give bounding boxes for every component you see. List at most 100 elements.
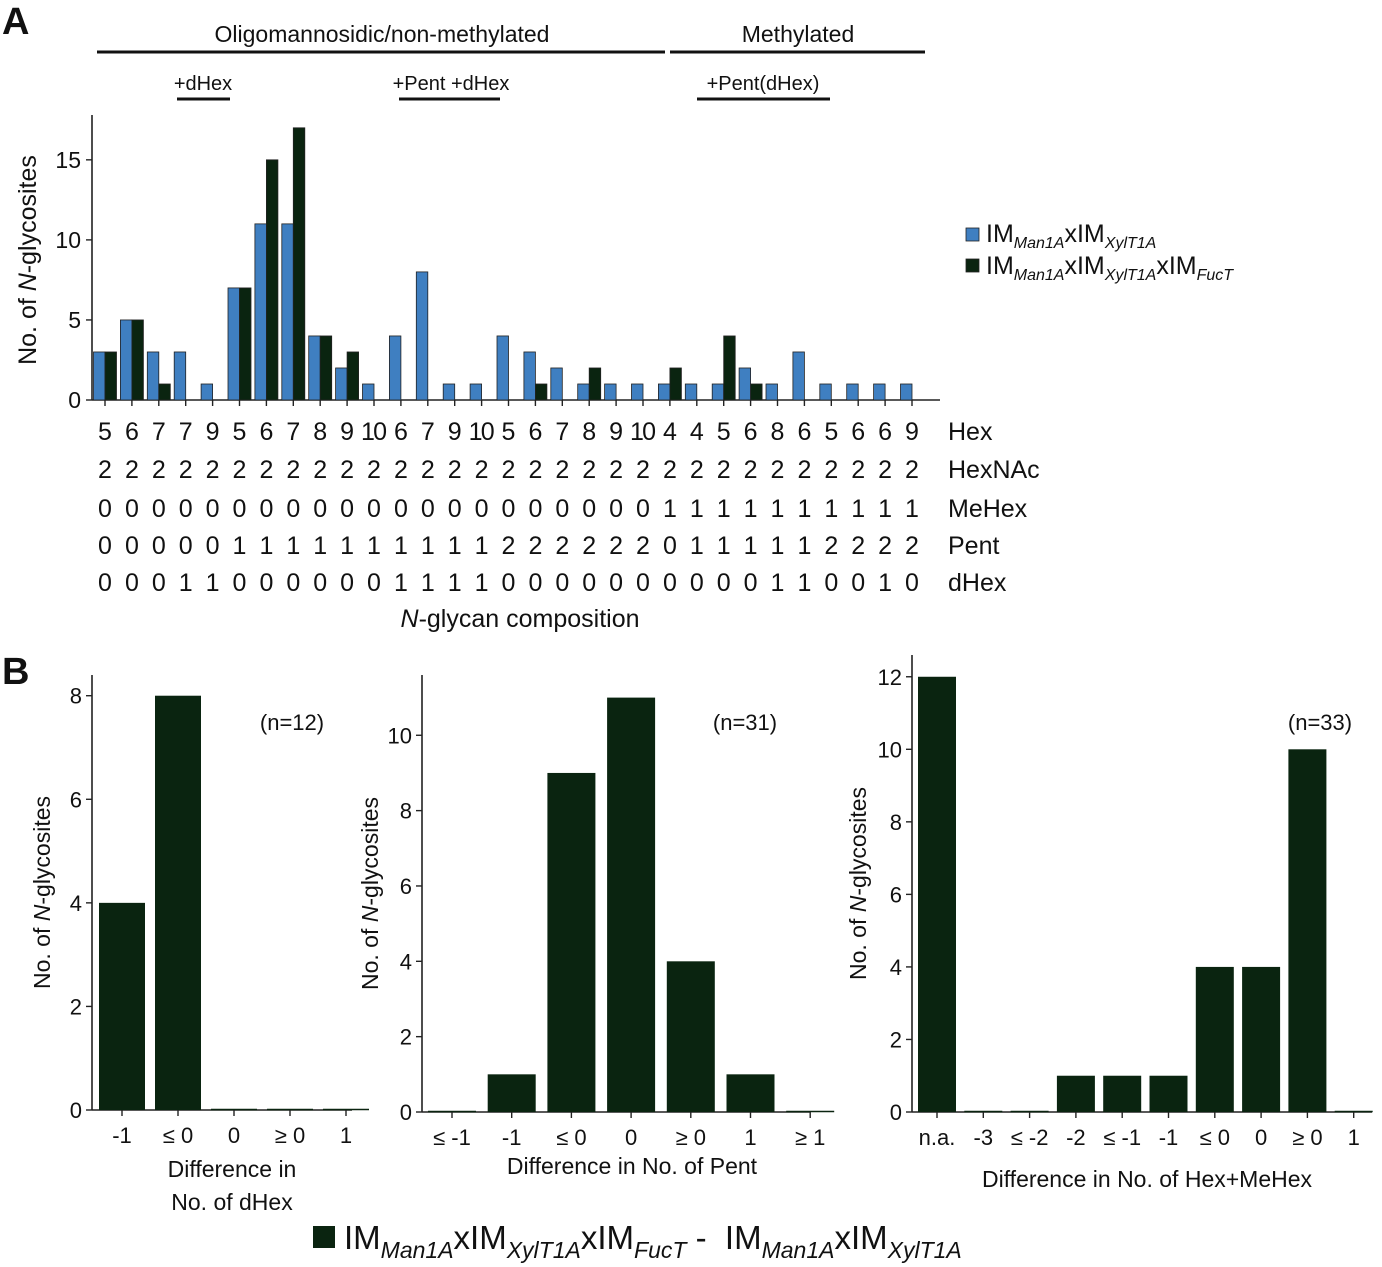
bar-double-mutant: [415, 271, 429, 401]
composition-value: 1: [824, 495, 838, 523]
composition-value: 0: [259, 495, 273, 523]
composition-value: 7: [555, 418, 569, 446]
bar: [99, 902, 145, 1110]
x-tick-label: ≤ 0: [556, 1125, 586, 1150]
composition-value: 1: [771, 532, 785, 560]
bar: [155, 695, 201, 1110]
y-tick-label: 10: [878, 737, 902, 762]
x-tick-label: n.a.: [919, 1125, 956, 1150]
composition-value: 5: [824, 418, 838, 446]
x-tick-label: -2: [1066, 1125, 1086, 1150]
composition-value: 2: [555, 456, 569, 484]
y-tick-label: 0: [68, 387, 81, 413]
x-tick-label: 0: [228, 1123, 240, 1148]
subheader-pent-dhex: +Pent +dHex: [393, 73, 510, 95]
bar: [726, 1074, 775, 1112]
header-group-methylated: Methylated: [742, 21, 855, 47]
composition-value: 1: [690, 495, 704, 523]
bar-double-mutant: [335, 367, 348, 401]
y-tick-label: 6: [400, 874, 412, 899]
composition-value: 0: [502, 569, 516, 597]
legend-swatch-dark: [965, 258, 980, 273]
x-tick-label: 1: [340, 1123, 352, 1148]
composition-value: 2: [340, 456, 354, 484]
bar: [487, 1074, 536, 1112]
composition-value: 1: [448, 569, 462, 597]
composition-value: 1: [394, 569, 408, 597]
y-label-part: No. of: [29, 921, 55, 989]
x-tick-label: ≤ -1: [433, 1125, 471, 1150]
composition-value: 2: [206, 456, 220, 484]
y-label-part: N: [845, 895, 871, 912]
composition-value: 0: [636, 569, 650, 597]
bar-triple-mutant: [239, 287, 252, 401]
composition-value: 0: [98, 569, 112, 597]
composition-value: 1: [744, 495, 758, 523]
bar-double-mutant: [442, 383, 456, 401]
composition-value: 1: [233, 532, 247, 560]
bar-triple-mutant: [319, 335, 333, 401]
bar-double-mutant: [173, 351, 187, 401]
x-tick-label: -1: [1159, 1125, 1179, 1150]
composition-value: 0: [259, 569, 273, 597]
y-label-part: N: [357, 905, 383, 922]
composition-value: 1: [797, 569, 811, 597]
composition-value: 2: [582, 532, 596, 560]
composition-value: 6: [394, 418, 408, 446]
x-tick-label: -1: [502, 1125, 522, 1150]
composition-value: 0: [125, 569, 139, 597]
y-tick-label: 6: [70, 787, 82, 812]
y-tick-label: 10: [55, 227, 81, 253]
bar-double-mutant: [738, 367, 751, 401]
bar-double-mutant: [819, 383, 832, 401]
composition-value: 2: [797, 456, 811, 484]
composition-value: 2: [179, 456, 193, 484]
bar-double-mutant: [684, 383, 698, 401]
composition-value: 8: [771, 418, 785, 446]
row-label-dhex: dHex: [948, 569, 1007, 597]
legend-swatch-blue: [965, 227, 980, 242]
y-tick-label: 2: [890, 1027, 902, 1052]
composition-value: 0: [152, 532, 166, 560]
y-tick-label: 0: [400, 1100, 412, 1125]
composition-value: 0: [313, 495, 327, 523]
legend-label-double: IMMan1AxIMXylT1A: [986, 220, 1156, 252]
bar-double-mutant: [846, 383, 859, 401]
composition-value: 1: [851, 495, 865, 523]
composition-value: 1: [259, 532, 273, 560]
composition-value: 0: [582, 495, 596, 523]
y-label-part: N: [29, 904, 55, 921]
panel-b-chart-dhex: 0 2 4 6 8 -1 ≤ 0 0 ≥ 0 1 (n=12) Difference in No. of…: [29, 675, 369, 1215]
bar-double-mutant: [900, 383, 913, 401]
composition-value: 0: [663, 569, 677, 597]
composition-value: 1: [421, 569, 435, 597]
bar-triple-mutant: [750, 383, 763, 401]
composition-value: 7: [286, 418, 300, 446]
panel-b-chart-pent: 0 2 4 6 8 10 ≤ -1 -1 ≤ 0 0 ≥ 0 1 ≥ 1 (n=31) Difference…: [357, 675, 835, 1179]
composition-value: 0: [125, 495, 139, 523]
bar-triple-mutant: [265, 159, 279, 401]
y-label-part: -glycosites: [357, 797, 383, 906]
y-axis-label: No. of N-glycosites: [845, 787, 871, 980]
y-tick-label: 0: [70, 1098, 82, 1123]
composition-value: 1: [717, 532, 731, 560]
composition-value: 0: [851, 569, 865, 597]
panel-a-x-ticks: [104, 400, 913, 406]
composition-value: 2: [259, 456, 273, 484]
composition-value: 1: [421, 532, 435, 560]
composition-value: 0: [340, 569, 354, 597]
composition-value: 2: [905, 456, 919, 484]
composition-value: 0: [502, 495, 516, 523]
composition-value: 7: [179, 418, 193, 446]
composition-value: 0: [555, 569, 569, 597]
composition-value: 2: [717, 456, 731, 484]
x-tick-label: 1: [744, 1125, 756, 1150]
composition-value: 6: [797, 418, 811, 446]
bar-double-mutant: [93, 351, 106, 401]
bar-triple-mutant: [292, 127, 306, 401]
bar-double-mutant: [388, 335, 402, 401]
composition-value: 2: [555, 532, 569, 560]
y-label-part: -glycosites: [845, 787, 871, 896]
x-tick-label: 1: [1348, 1125, 1360, 1150]
composition-value: 1: [313, 532, 327, 560]
